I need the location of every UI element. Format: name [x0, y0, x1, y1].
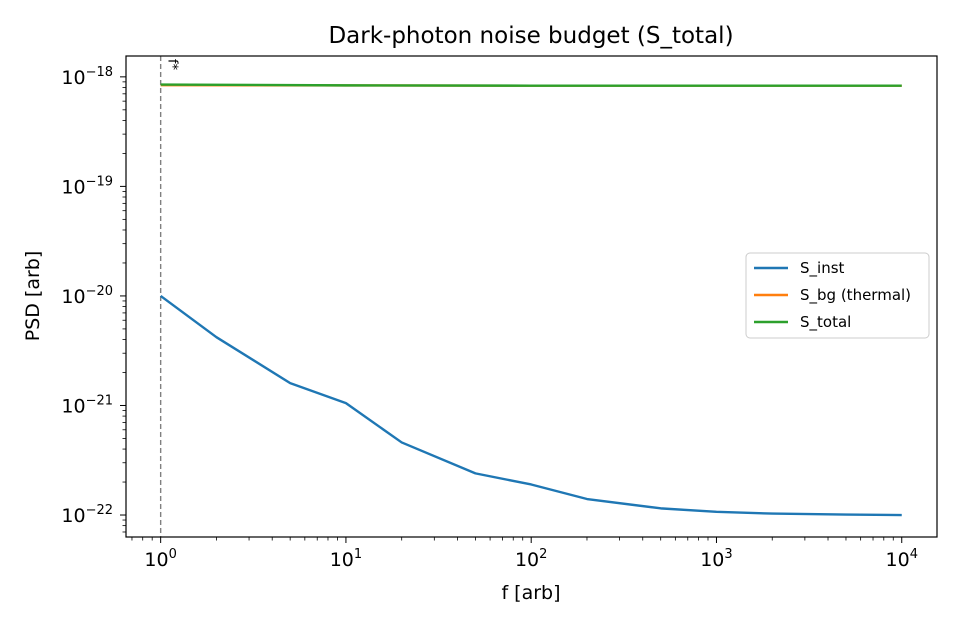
chart-title: Dark-photon noise budget (S_total) [328, 23, 733, 49]
legend-label: S_total [800, 313, 851, 332]
x-tick-label: 100 [144, 547, 176, 571]
legend-label: S_bg (thermal) [800, 286, 911, 305]
legend-label: S_inst [800, 259, 845, 278]
y-axis-title: PSD [arb] [22, 251, 44, 342]
y-tick-label: 10−22 [61, 503, 113, 527]
y-tick-label: 10−20 [61, 284, 113, 308]
x-tick-label: 101 [330, 547, 362, 571]
x-tick-label: 104 [886, 547, 918, 571]
plot-area: 10−22 10−21 10−20 10−19 10−18 100 101 102 103 104… [61, 56, 918, 571]
legend: S_inst S_bg (thermal) S_total [745, 252, 930, 339]
y-tick-label: 10−18 [61, 65, 113, 89]
plot-frame [125, 55, 938, 538]
series-line-s-total [160, 83, 902, 87]
y-tick-label: 10−19 [61, 174, 113, 198]
x-tick-label: 103 [700, 547, 732, 571]
x-tick-label: 102 [515, 547, 547, 571]
x-axis-title: f [arb] [501, 582, 560, 604]
series-line-s-inst [159, 294, 902, 517]
legend-box [745, 252, 930, 339]
y-tick-label: 10−21 [61, 393, 113, 417]
f-star-label: f* [165, 59, 180, 71]
